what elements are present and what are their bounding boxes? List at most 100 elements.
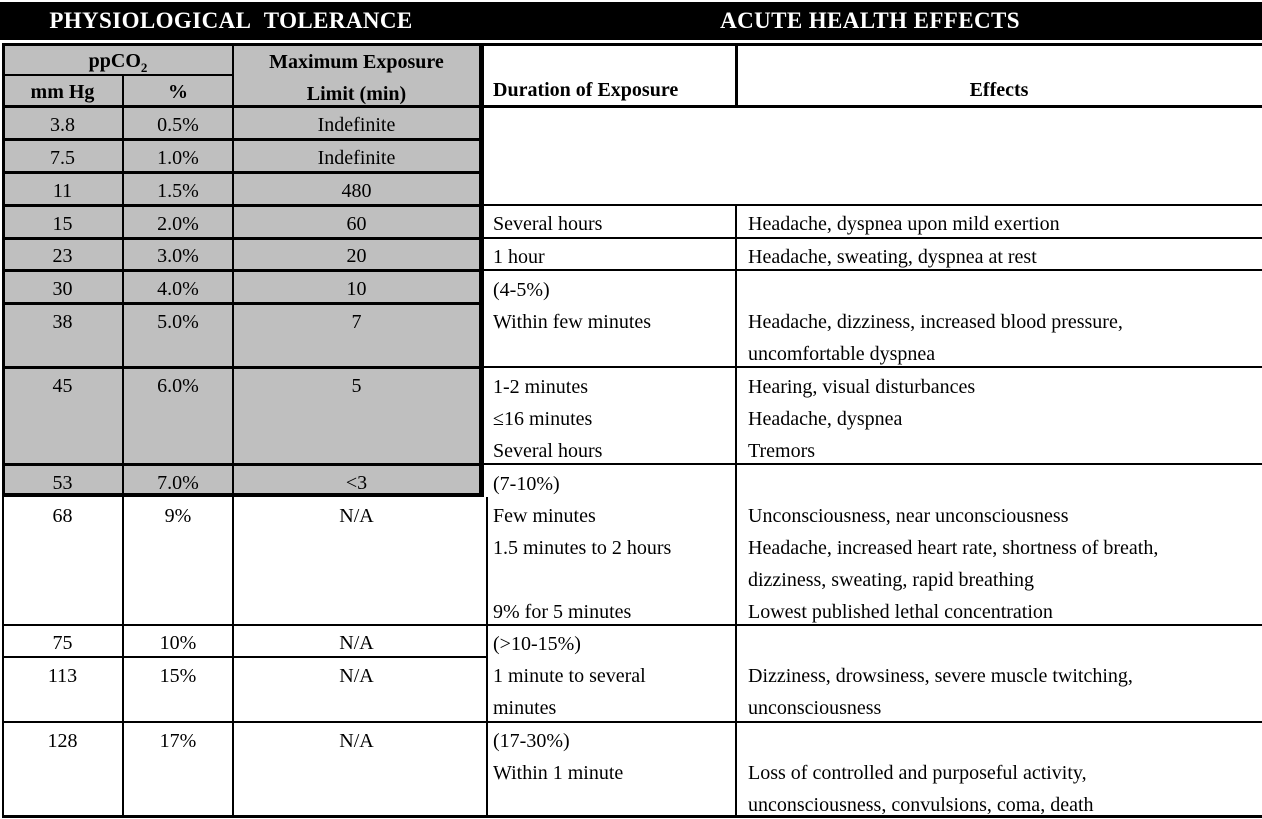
effect-line: Unconsciousness, near unconsciousness — [748, 505, 1069, 527]
duration-line: Several hours — [493, 213, 603, 235]
duration-line: Several hours — [493, 440, 603, 462]
duration-line: minutes — [493, 697, 557, 719]
cell-mmhg: 68 — [52, 505, 73, 527]
cell-limit: N/A — [339, 632, 374, 654]
cell-percent: 6.0% — [157, 375, 199, 397]
cell-limit: N/A — [339, 665, 374, 687]
divider — [484, 204, 1262, 206]
cell-percent: 10% — [159, 632, 197, 654]
cell-percent: 2.0% — [157, 213, 199, 235]
divider — [2, 463, 484, 466]
duration-line: 1 minute to several — [493, 665, 646, 687]
divider — [2, 269, 484, 272]
cell-mmhg: 128 — [47, 730, 78, 752]
divider — [2, 138, 484, 141]
cell-limit: Indefinite — [317, 147, 396, 169]
cell-percent: 15% — [159, 665, 197, 687]
cell-mmhg: 30 — [52, 278, 73, 300]
effect-line: Headache, dyspnea — [748, 408, 903, 430]
column-header-duration: Duration of Exposure — [493, 79, 679, 101]
duration-line: Within few minutes — [493, 311, 652, 333]
cell-percent: 1.0% — [157, 147, 199, 169]
ppco2-subscript: 2 — [140, 60, 148, 75]
column-header-percent: % — [168, 81, 188, 103]
divider — [2, 815, 1262, 818]
effect-line: Lowest published lethal concentration — [748, 601, 1053, 623]
duration-line: ≤16 minutes — [493, 408, 593, 430]
divider — [2, 493, 484, 497]
cell-mmhg: 15 — [52, 213, 73, 235]
divider — [2, 366, 484, 369]
divider — [735, 43, 738, 108]
divider — [2, 171, 484, 174]
divider — [2, 105, 1262, 108]
cell-percent: 9% — [164, 505, 192, 527]
effect-line: Headache, sweating, dyspnea at rest — [748, 246, 1037, 268]
divider — [484, 237, 1262, 239]
divider — [484, 366, 1262, 368]
cell-limit: N/A — [339, 730, 374, 752]
effect-line: dizziness, sweating, rapid breathing — [748, 569, 1035, 591]
cell-mmhg: 45 — [52, 375, 73, 397]
duration-line: 1-2 minutes — [493, 376, 588, 398]
duration-line: Few minutes — [493, 505, 596, 527]
cell-mmhg: 3.8 — [50, 114, 75, 136]
cell-limit: 480 — [341, 180, 372, 202]
cell-percent: 1.5% — [157, 180, 199, 202]
cell-limit: N/A — [339, 505, 374, 527]
cell-limit: 5 — [351, 375, 362, 397]
divider — [2, 74, 233, 76]
duration-line: Within 1 minute — [493, 762, 624, 784]
divider — [2, 624, 1262, 626]
effect-line: Headache, dizziness, increased blood pre… — [748, 311, 1123, 333]
cell-limit: Indefinite — [317, 114, 396, 136]
duration-line: 1 hour — [493, 246, 545, 268]
cell-mmhg: 23 — [52, 245, 73, 267]
column-header-max-exposure-line1: Maximum Exposure — [269, 51, 444, 73]
divider — [484, 269, 1262, 271]
title-bar — [0, 2, 1262, 40]
effect-line: unconsciousness — [748, 697, 882, 719]
section-title-physiological-tolerance: PHYSIOLOGICAL TOLERANCE — [49, 8, 413, 33]
effect-line: Dizziness, drowsiness, severe muscle twi… — [748, 665, 1133, 687]
cell-limit: 20 — [346, 245, 367, 267]
effect-line: Headache, increased heart rate, shortnes… — [748, 537, 1159, 559]
cell-percent: 5.0% — [157, 311, 199, 333]
column-header-effects: Effects — [969, 79, 1029, 101]
divider — [484, 463, 1262, 465]
cell-mmhg: 75 — [52, 632, 73, 654]
column-header-max-exposure-line2: Limit (min) — [306, 83, 407, 105]
effect-line: Loss of controlled and purposeful activi… — [748, 762, 1087, 784]
duration-line: (17-30%) — [493, 730, 570, 752]
divider — [122, 74, 124, 497]
cell-mmhg: 53 — [52, 472, 73, 494]
divider — [2, 302, 484, 305]
duration-line: 1.5 minutes to 2 hours — [493, 537, 672, 559]
effect-line: uncomfortable dyspnea — [748, 343, 936, 365]
divider — [2, 721, 1262, 723]
divider — [2, 656, 488, 658]
cell-limit: 60 — [346, 213, 367, 235]
column-header-ppco2: ppCO2 — [3, 46, 233, 83]
cell-percent: 4.0% — [157, 278, 199, 300]
divider — [735, 205, 737, 817]
duration-line: (4-5%) — [493, 279, 550, 301]
cell-mmhg: 113 — [47, 665, 78, 687]
duration-line: (7-10%) — [493, 473, 560, 495]
effect-line: Tremors — [748, 440, 816, 462]
cell-mmhg: 11 — [52, 180, 73, 202]
effect-line: Headache, dyspnea upon mild exertion — [748, 213, 1060, 235]
cell-percent: 17% — [159, 730, 197, 752]
effect-line: unconsciousness, convulsions, coma, deat… — [748, 794, 1094, 816]
cell-percent: 7.0% — [157, 472, 199, 494]
cell-percent: 3.0% — [157, 245, 199, 267]
effect-line: Hearing, visual disturbances — [748, 376, 976, 398]
cell-mmhg: 7.5 — [50, 147, 75, 169]
cell-limit: <3 — [345, 472, 368, 494]
cell-limit: 7 — [351, 311, 362, 333]
duration-line: (>10-15%) — [493, 633, 581, 655]
cell-limit: 10 — [346, 278, 367, 300]
divider — [2, 43, 1262, 46]
ppco2-label: ppCO — [88, 50, 141, 72]
